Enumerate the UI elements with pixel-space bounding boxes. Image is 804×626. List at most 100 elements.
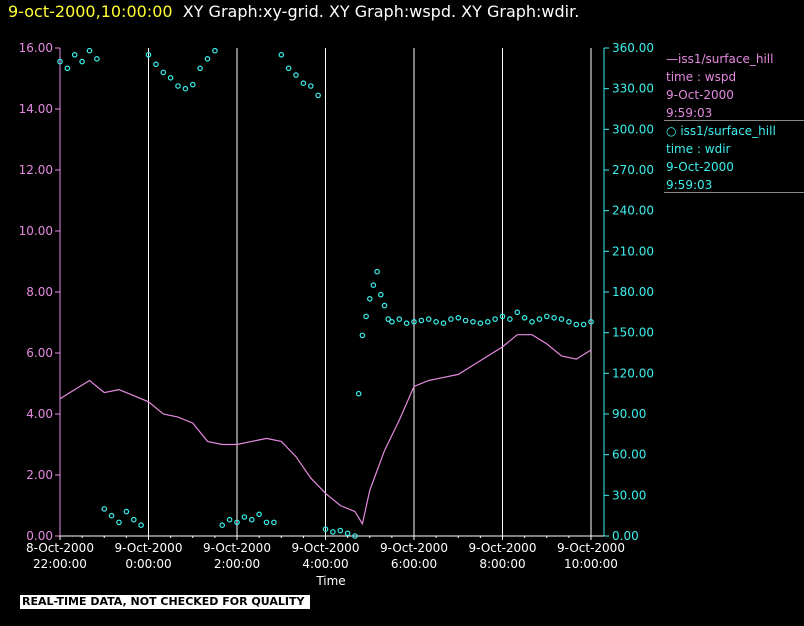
x-tick-label-date: 9-Oct-2000 xyxy=(469,541,537,555)
x-tick-label-date: 9-Oct-2000 xyxy=(292,541,360,555)
wdir-point xyxy=(433,318,439,325)
wdir-point xyxy=(455,314,462,321)
x-tick-label-date: 8-Oct-2000 xyxy=(26,541,94,555)
wdir-point xyxy=(101,506,108,512)
wdir-point xyxy=(507,316,513,322)
wdir-point xyxy=(271,519,277,526)
wdir-point xyxy=(145,51,152,58)
wdir-point xyxy=(448,316,454,322)
legend-wspd: —iss1/surface_hill time : wspd 9-Oct-200… xyxy=(666,50,773,122)
wdir-point xyxy=(543,313,550,320)
wdir-point xyxy=(492,316,498,322)
wdir-point xyxy=(197,65,203,72)
wdir-point xyxy=(71,51,78,58)
wdir-point xyxy=(389,318,395,325)
right-tick-label: 300.00 xyxy=(612,122,654,136)
wdir-point xyxy=(551,314,557,321)
x-tick-label-date: 9-Oct-2000 xyxy=(203,541,271,555)
right-axis-wdir: 0.00 30.00 60.00 90.00 120.00 150.00 180.00 210… xyxy=(603,41,654,543)
legend-wspd-time: 9:59:03 xyxy=(666,106,713,120)
left-tick-label: 10.00 xyxy=(19,224,53,238)
wdir-point xyxy=(241,514,248,520)
legend-wspd-date: 9-Oct-2000 xyxy=(666,88,734,102)
wdir-point xyxy=(440,320,447,327)
wdir-point xyxy=(385,316,392,322)
left-tick-label: 4.00 xyxy=(26,407,53,421)
wdir-series xyxy=(57,47,594,539)
wdir-point xyxy=(425,316,432,322)
right-tick-label: 360.00 xyxy=(612,41,654,55)
wdir-point xyxy=(116,519,122,526)
wdir-point xyxy=(359,332,366,339)
wdir-point xyxy=(462,317,469,324)
wdir-point xyxy=(293,72,299,78)
wdir-point xyxy=(79,58,85,65)
header-graph-list: XY Graph:xy-grid. XY Graph:wspd. XY Grap… xyxy=(182,2,580,21)
wdir-point xyxy=(234,519,240,526)
wdir-point xyxy=(190,81,196,88)
wdir-point xyxy=(484,318,491,325)
left-tick-label: 2.00 xyxy=(26,468,53,482)
wdir-point xyxy=(315,92,321,99)
wdir-point xyxy=(160,69,167,76)
wdir-point xyxy=(355,390,362,397)
wdir-point xyxy=(566,318,572,325)
wdir-point xyxy=(573,321,580,328)
right-tick-label: 30.00 xyxy=(612,488,646,502)
wdir-point xyxy=(226,516,233,523)
wdir-point xyxy=(108,512,115,519)
wspd-series xyxy=(59,334,592,526)
wdir-point xyxy=(263,519,270,526)
wdir-point xyxy=(337,527,344,534)
wdir-point xyxy=(249,516,255,523)
graph-header: 9-oct-2000,10:00:00 XY Graph:xy-grid. XY… xyxy=(8,2,579,21)
time-axis: 8-Oct-2000 22:00:00 9-Oct-2000 0:00:00 9-Oct… xyxy=(26,535,625,571)
x-tick-label-date: 9-Oct-2000 xyxy=(380,541,448,555)
wdir-point xyxy=(381,302,388,309)
wdir-point xyxy=(204,55,211,62)
x-axis-label: Time xyxy=(315,574,345,588)
left-tick-label: 8.00 xyxy=(26,285,53,299)
wdir-point xyxy=(57,58,63,65)
wdir-point xyxy=(219,522,226,529)
wdir-point xyxy=(558,316,565,322)
left-tick-label: 6.00 xyxy=(26,346,53,360)
wdir-point xyxy=(182,85,189,92)
right-tick-label: 120.00 xyxy=(612,366,654,380)
wdir-point xyxy=(167,75,174,81)
wdir-point xyxy=(344,530,351,537)
wdir-point xyxy=(470,318,476,325)
x-tick-label-time: 6:00:00 xyxy=(391,557,437,571)
legend-divider-bottom xyxy=(664,192,804,193)
x-tick-label-date: 9-Oct-2000 xyxy=(557,541,625,555)
wdir-point xyxy=(285,65,292,72)
legend-wdir: ○ iss1/surface_hill time : wdir 9-Oct-20… xyxy=(666,122,776,194)
wdir-point xyxy=(396,316,403,322)
wdir-point xyxy=(366,295,373,302)
wdir-point xyxy=(307,83,314,89)
left-tick-label: 0.00 xyxy=(26,529,53,543)
wdir-point xyxy=(370,282,377,289)
right-tick-label: 0.00 xyxy=(612,529,639,543)
wdir-point xyxy=(94,55,100,62)
wspd-line xyxy=(59,334,592,526)
wdir-point xyxy=(521,314,528,321)
wdir-point xyxy=(580,321,587,328)
right-tick-label: 90.00 xyxy=(612,407,646,421)
wdir-point xyxy=(363,313,369,320)
scatter-marker-icon: ○ xyxy=(666,124,677,138)
wdir-point xyxy=(499,313,506,320)
left-tick-label: 12.00 xyxy=(19,163,53,177)
right-tick-label: 210.00 xyxy=(612,244,654,258)
wdir-point xyxy=(588,318,594,325)
wdir-point xyxy=(153,61,159,68)
x-tick-label-time: 0:00:00 xyxy=(125,557,171,571)
wdir-point xyxy=(138,522,144,529)
vertical-grid xyxy=(59,48,592,536)
wdir-point xyxy=(86,47,93,54)
wdir-point xyxy=(514,309,521,316)
right-tick-label: 270.00 xyxy=(612,163,654,177)
wdir-point xyxy=(322,526,329,533)
wdir-point xyxy=(529,318,535,325)
